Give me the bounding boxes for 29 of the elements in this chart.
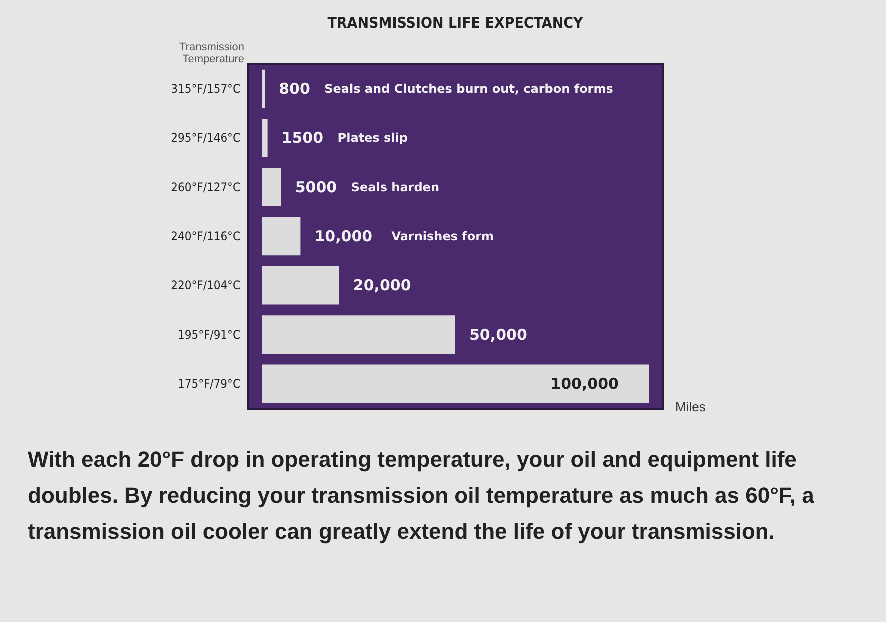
y-tick-label: 240°F/116°C (171, 230, 240, 244)
data-label: 100,000 (550, 374, 619, 393)
y-tick-label: 220°F/104°C (171, 278, 240, 293)
bar (262, 119, 268, 158)
annotation: Varnishes form (392, 230, 494, 244)
y-axis-title: Transmission Temperature (180, 42, 244, 66)
data-label: 20,000 (353, 276, 412, 295)
text: With each 20°F drop in operating temperature, your oil and equipment life doubles. By reducing your transmission oil temperature as much as 60°F, a transmission oil cooler can greatly extend the life of your transmission. (28, 446, 816, 546)
bar (262, 168, 282, 207)
bar (262, 316, 456, 354)
bar (262, 217, 301, 256)
bar (262, 70, 266, 108)
y-tick-label: 295°F/146°C (171, 131, 240, 146)
x-axis-title: Miles (676, 400, 706, 414)
y-tick-label: 315°F/157°C (171, 82, 240, 96)
data-label: 10,000 (314, 228, 373, 246)
data-label: 800 (279, 80, 310, 98)
data-label: 50,000 (470, 326, 528, 344)
y-tick-label: 175°F/79°C (178, 376, 240, 391)
y-tick-label: 195°F/91°C (178, 328, 240, 342)
data-label: 1500 (282, 129, 324, 148)
y-tick-label: 260°F/127°C (171, 180, 240, 194)
chart-title: TRANSMISSION LIFE EXPECTANCY (328, 14, 584, 32)
annotation: Seals and Clutches burn out, carbon forms (324, 82, 614, 96)
data-label: 5000 (295, 178, 338, 196)
annotation: Plates slip (338, 131, 408, 146)
bar (262, 266, 340, 305)
bar (262, 364, 649, 404)
annotation: Seals harden (351, 180, 440, 194)
